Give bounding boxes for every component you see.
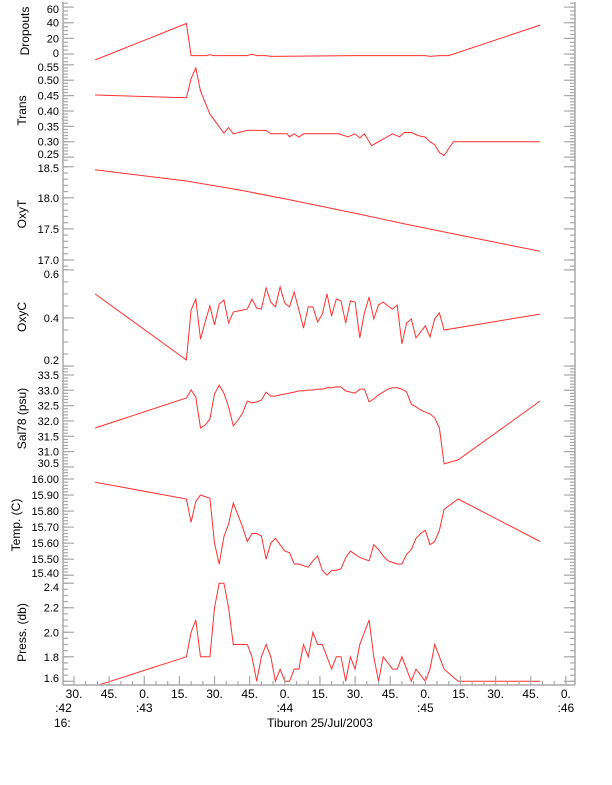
x-minute-label: :42 <box>55 701 72 715</box>
y-tick-label: 2.4 <box>44 582 59 594</box>
x-tick-label: 30. <box>347 687 364 701</box>
panel-dropouts: 0 20 40 60 Dropouts <box>18 2 576 60</box>
y-tick-label: 0 <box>53 48 59 60</box>
y-tick-label: 1.8 <box>44 652 59 664</box>
x-tick-label: 0. <box>420 687 430 701</box>
y-tick-label: 18.5 <box>38 163 59 175</box>
y-axis-title: Dropouts <box>18 7 32 56</box>
x-tick-label: 0. <box>139 687 149 701</box>
y-tick-label: 15.40 <box>31 568 59 580</box>
x-tick-label: 15. <box>171 687 188 701</box>
x-axis-title: Tiburon 25/Jul/2003 <box>267 716 373 730</box>
y-tick-label: 2.2 <box>44 603 59 615</box>
data-series-line <box>95 169 541 252</box>
y-axis-title: Temp. (C) <box>9 499 23 552</box>
y-tick-label: 2.0 <box>44 627 59 639</box>
x-minute-label: :43 <box>136 701 153 715</box>
y-tick-label: 33.0 <box>38 385 59 397</box>
y-tick-label: 17.5 <box>38 224 59 236</box>
y-tick-label: 16.00 <box>31 474 59 486</box>
y-tick-label: 32.5 <box>38 401 59 413</box>
y-tick-label: 0.55 <box>38 62 59 74</box>
x-minute-label: :44 <box>276 701 293 715</box>
y-tick-label: 15.80 <box>31 506 59 518</box>
x-tick-label: 30. <box>206 687 223 701</box>
y-tick-label: 60 <box>47 4 59 16</box>
y-axis-title: OxyC <box>15 302 29 332</box>
x-tick-label: 0. <box>561 687 571 701</box>
panel-press-db: 1.6 1.8 2.0 2.2 2.4 Press. (db) <box>15 580 576 685</box>
panel-temp-c: 15.40 15.50 15.60 15.70 15.80 15.90 16.00 Temp.… <box>9 470 576 580</box>
y-tick-label: 0.40 <box>38 106 59 118</box>
panels: 0204060Dropouts0.250.300.350.400.450.500… <box>9 2 576 685</box>
y-tick-label: 31.0 <box>38 447 59 459</box>
y-tick-label: 0.30 <box>38 137 59 149</box>
y-tick-label: 30.5 <box>38 458 59 470</box>
panel-oxyc: 0.2 0.4 0.6 OxyC <box>15 267 576 367</box>
x-minute-label: :46 <box>558 701 575 715</box>
y-tick-label: 15.70 <box>31 522 59 534</box>
y-tick-label: 15.60 <box>31 538 59 550</box>
data-series-line <box>97 582 541 685</box>
y-axis-title: Trans <box>15 95 29 125</box>
y-tick-label: 0.25 <box>38 149 59 161</box>
y-tick-label: 0.35 <box>38 121 59 133</box>
y-tick-label: 15.90 <box>31 490 59 502</box>
x-axis: 30. 45. 0. 15. 30. 45. 0. 15. 30. 45. 0. 15. 30. 45. 0… <box>55 676 575 715</box>
y-tick-label: 0.2 <box>44 355 59 367</box>
y-tick-label: 0.6 <box>44 269 59 281</box>
data-series-line <box>94 22 541 60</box>
y-tick-label: 32.0 <box>38 416 59 428</box>
y-tick-label: 0.4 <box>44 313 59 325</box>
y-tick-label: 31.5 <box>38 431 59 443</box>
x-tick-label: 45. <box>522 687 539 701</box>
x-tick-label: 30. <box>487 687 504 701</box>
data-series-line <box>95 66 541 157</box>
x-tick-label: 30. <box>66 687 83 701</box>
x-minute-label: :45 <box>417 701 434 715</box>
y-tick-label: 18.0 <box>38 193 59 205</box>
x-tick-label: 45. <box>241 687 258 701</box>
x-tick-label: 45. <box>101 687 118 701</box>
y-axis-title: OxyT <box>15 199 29 228</box>
y-tick-label: 1.6 <box>44 673 59 685</box>
y-axis-title: Sal78 (psu) <box>15 388 29 449</box>
y-tick-label: 0.45 <box>38 91 59 103</box>
data-series-line <box>95 481 541 576</box>
data-series-line <box>94 384 541 465</box>
panel-sal78-psu: 30.531.0 31.5 32.0 32.5 33.0 33.5 Sal78 (psu) <box>15 367 576 471</box>
y-tick-label: 15.50 <box>31 554 59 566</box>
panel-trans: 0.250.30 0.35 0.40 0.45 0.500.55 Trans <box>15 60 576 161</box>
x-axis-hour-label: 16: <box>54 716 71 730</box>
y-tick-label: 40 <box>47 18 59 30</box>
x-tick-label: 0. <box>280 687 290 701</box>
y-axis-title: Press. (db) <box>15 603 29 662</box>
x-tick-label: 15. <box>312 687 329 701</box>
y-tick-label: 17.0 <box>38 255 59 267</box>
y-tick-label: 33.5 <box>38 370 59 382</box>
x-tick-label: 15. <box>452 687 469 701</box>
panel-oxyt: 17.0 17.5 18.0 18.5 OxyT <box>15 161 576 267</box>
x-tick-label: 45. <box>382 687 399 701</box>
y-tick-label: 20 <box>47 33 59 45</box>
data-series-line <box>94 285 541 361</box>
y-tick-label: 0.50 <box>38 75 59 87</box>
